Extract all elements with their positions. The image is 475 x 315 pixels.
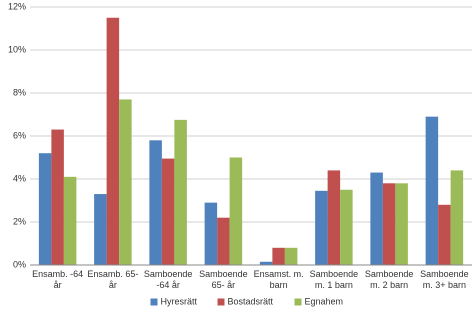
bar (315, 190, 328, 265)
legend-swatch (294, 298, 302, 306)
x-tick-label: Ensamb. 65- år (87, 269, 139, 290)
bar (149, 140, 162, 265)
bar (450, 170, 464, 265)
legend-label: Bostadsrätt (228, 296, 274, 306)
y-tick-label: 6% (13, 130, 26, 140)
bar (204, 202, 218, 265)
bar (438, 204, 451, 265)
y-tick-label: 4% (13, 173, 26, 183)
y-tick-label: 8% (13, 87, 26, 97)
y-tick-label: 12% (8, 1, 26, 11)
bar (217, 217, 230, 265)
x-tick-label: Samboende m. 1 barn (309, 269, 359, 290)
legend-swatch (217, 298, 225, 306)
bar (382, 183, 396, 265)
bar (38, 153, 52, 265)
x-tick-label: Samboende m. 3+ barn (420, 269, 469, 290)
bar (229, 157, 243, 265)
x-tick-label: Ensamst. m. barn (253, 269, 304, 290)
bar (284, 247, 298, 265)
x-tick-label: Samboende m. 2 barn (364, 269, 414, 290)
x-tick-label: Samboende -64 år (143, 269, 193, 290)
bar (119, 99, 132, 265)
x-tick-label: Samboende 65- år (199, 269, 248, 290)
legend-swatch (150, 298, 158, 306)
bar (174, 119, 187, 265)
bar (327, 170, 341, 265)
x-tick-label: Ensamb. -64 år (32, 269, 84, 290)
bar (370, 172, 383, 265)
bar (340, 189, 353, 265)
bar (106, 17, 120, 265)
bar (51, 129, 64, 265)
bar (395, 183, 408, 265)
bar (259, 261, 273, 265)
legend-label: Hyresrätt (161, 296, 198, 306)
bar (425, 116, 439, 266)
bar (161, 158, 175, 265)
y-tick-label: 10% (8, 44, 26, 54)
bar (63, 176, 77, 265)
bar (272, 247, 285, 265)
y-tick-label: 2% (13, 216, 26, 226)
legend-label: Egnahem (305, 296, 344, 306)
bar (94, 194, 107, 265)
y-tick-label: 0% (13, 259, 26, 269)
